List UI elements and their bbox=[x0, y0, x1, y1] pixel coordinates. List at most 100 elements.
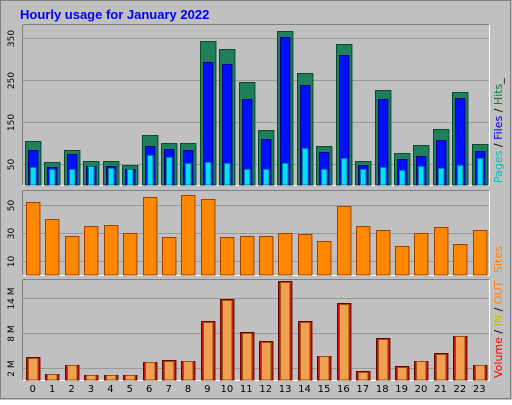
y-tick-label: 50 bbox=[7, 200, 17, 212]
y-tick-label: 350 bbox=[7, 30, 17, 47]
x-tick-label: 21 bbox=[434, 384, 447, 395]
chart-panel-middle: 10 30 50 Sites bbox=[7, 190, 505, 276]
bar-out bbox=[475, 365, 486, 381]
legend-entry: / bbox=[492, 105, 505, 116]
bar-pages bbox=[418, 166, 425, 186]
bar-out bbox=[28, 358, 39, 381]
x-tick-label: 16 bbox=[337, 384, 350, 395]
series-sites bbox=[26, 195, 488, 276]
y-tick-label: 150 bbox=[7, 114, 17, 131]
bar-sites bbox=[201, 199, 216, 276]
bar-sites bbox=[317, 241, 332, 276]
bar-out bbox=[67, 365, 78, 381]
bar-out bbox=[222, 300, 233, 381]
bar-pages bbox=[185, 163, 192, 186]
bar-pages bbox=[282, 163, 289, 186]
bar-out bbox=[358, 372, 369, 381]
bar-out bbox=[145, 362, 156, 381]
legend-bottom: Volume / IN / OUT bbox=[492, 280, 505, 378]
y-tick-label: 2 M bbox=[7, 360, 17, 376]
legend-middle: Sites bbox=[492, 246, 505, 273]
x-tick-label: 23 bbox=[473, 384, 486, 395]
bar-out bbox=[47, 374, 58, 381]
bar-out bbox=[397, 367, 408, 381]
bar-pages bbox=[244, 169, 251, 186]
bar-pages bbox=[205, 162, 212, 186]
bar-out bbox=[378, 339, 389, 381]
x-tick-label: 8 bbox=[185, 384, 191, 395]
bar-out bbox=[242, 333, 253, 381]
bar-pages bbox=[30, 167, 37, 186]
bar-pages bbox=[88, 166, 95, 186]
bar-pages bbox=[457, 165, 464, 186]
legend-entry: Hits bbox=[492, 83, 505, 105]
bar-pages bbox=[341, 158, 348, 186]
bar-sites bbox=[162, 237, 177, 276]
y-tick-label: 10 bbox=[7, 256, 17, 268]
bar-files bbox=[280, 37, 291, 186]
legend-entry: Volume bbox=[492, 337, 505, 378]
legend-entry: Pages bbox=[492, 150, 505, 183]
bar-sites bbox=[240, 236, 255, 276]
x-tick-label: 9 bbox=[204, 384, 210, 395]
legend-entry: / bbox=[492, 304, 505, 315]
bar-out bbox=[125, 375, 136, 381]
x-tick-label: 13 bbox=[279, 384, 292, 395]
bar-pages bbox=[263, 169, 270, 186]
x-tick-label: 3 bbox=[88, 384, 94, 395]
legend-entry: Sites bbox=[492, 246, 505, 273]
bar-sites bbox=[104, 225, 119, 276]
x-tick-label: 17 bbox=[356, 384, 369, 395]
bar-sites bbox=[395, 246, 410, 276]
bar-sites bbox=[414, 233, 429, 276]
x-tick-label: 2 bbox=[68, 384, 74, 395]
bar-sites bbox=[356, 226, 371, 276]
bar-out bbox=[416, 361, 427, 381]
x-tick-label: 11 bbox=[240, 384, 253, 395]
bar-out bbox=[86, 375, 97, 381]
bar-pages bbox=[477, 158, 484, 186]
bar-out bbox=[319, 356, 330, 381]
series-out bbox=[28, 282, 486, 381]
x-tick-label: 18 bbox=[376, 384, 389, 395]
y-tick-label: 250 bbox=[7, 72, 17, 89]
x-tick-label: 14 bbox=[298, 384, 311, 395]
bar-out bbox=[106, 375, 117, 381]
bar-pages bbox=[108, 168, 115, 186]
bar-sites bbox=[259, 236, 274, 276]
bar-pages bbox=[380, 167, 387, 186]
bar-out bbox=[300, 322, 311, 381]
bar-sites bbox=[143, 197, 158, 276]
x-tick-label: 19 bbox=[395, 384, 408, 395]
bar-sites bbox=[123, 233, 138, 276]
y-tick-label: 50 bbox=[7, 159, 17, 171]
x-tick-label: 1 bbox=[49, 384, 55, 395]
x-tick-label: 6 bbox=[146, 384, 152, 395]
bar-sites bbox=[220, 237, 235, 276]
bar-pages bbox=[69, 169, 76, 186]
x-axis-labels: 0 1 2 3 4 5 6 7 8 9 10 11 12 13 14 15 16 17 18 19 20 21 22 23 bbox=[30, 384, 486, 395]
bar-out bbox=[164, 361, 175, 381]
bar-sites bbox=[278, 233, 293, 276]
bar-pages bbox=[438, 168, 445, 186]
panel-frame bbox=[22, 24, 490, 186]
x-tick-label: 0 bbox=[30, 384, 36, 395]
bar-pages bbox=[49, 169, 56, 186]
bar-pages bbox=[302, 148, 309, 186]
bar-sites bbox=[376, 230, 391, 276]
bar-out bbox=[455, 336, 466, 381]
bar-sites bbox=[181, 195, 196, 276]
bar-sites bbox=[65, 236, 80, 276]
legend-entry: OUT bbox=[492, 280, 505, 304]
y-tick-label: 8 M bbox=[7, 325, 17, 341]
bar-out bbox=[436, 354, 447, 381]
bar-sites bbox=[45, 219, 60, 276]
bar-pages bbox=[399, 170, 406, 186]
x-tick-label: 22 bbox=[454, 384, 467, 395]
bar-sites bbox=[84, 226, 99, 276]
legend-entry: Files bbox=[492, 116, 505, 140]
bar-pages bbox=[360, 169, 367, 186]
bar-sites bbox=[298, 234, 313, 276]
